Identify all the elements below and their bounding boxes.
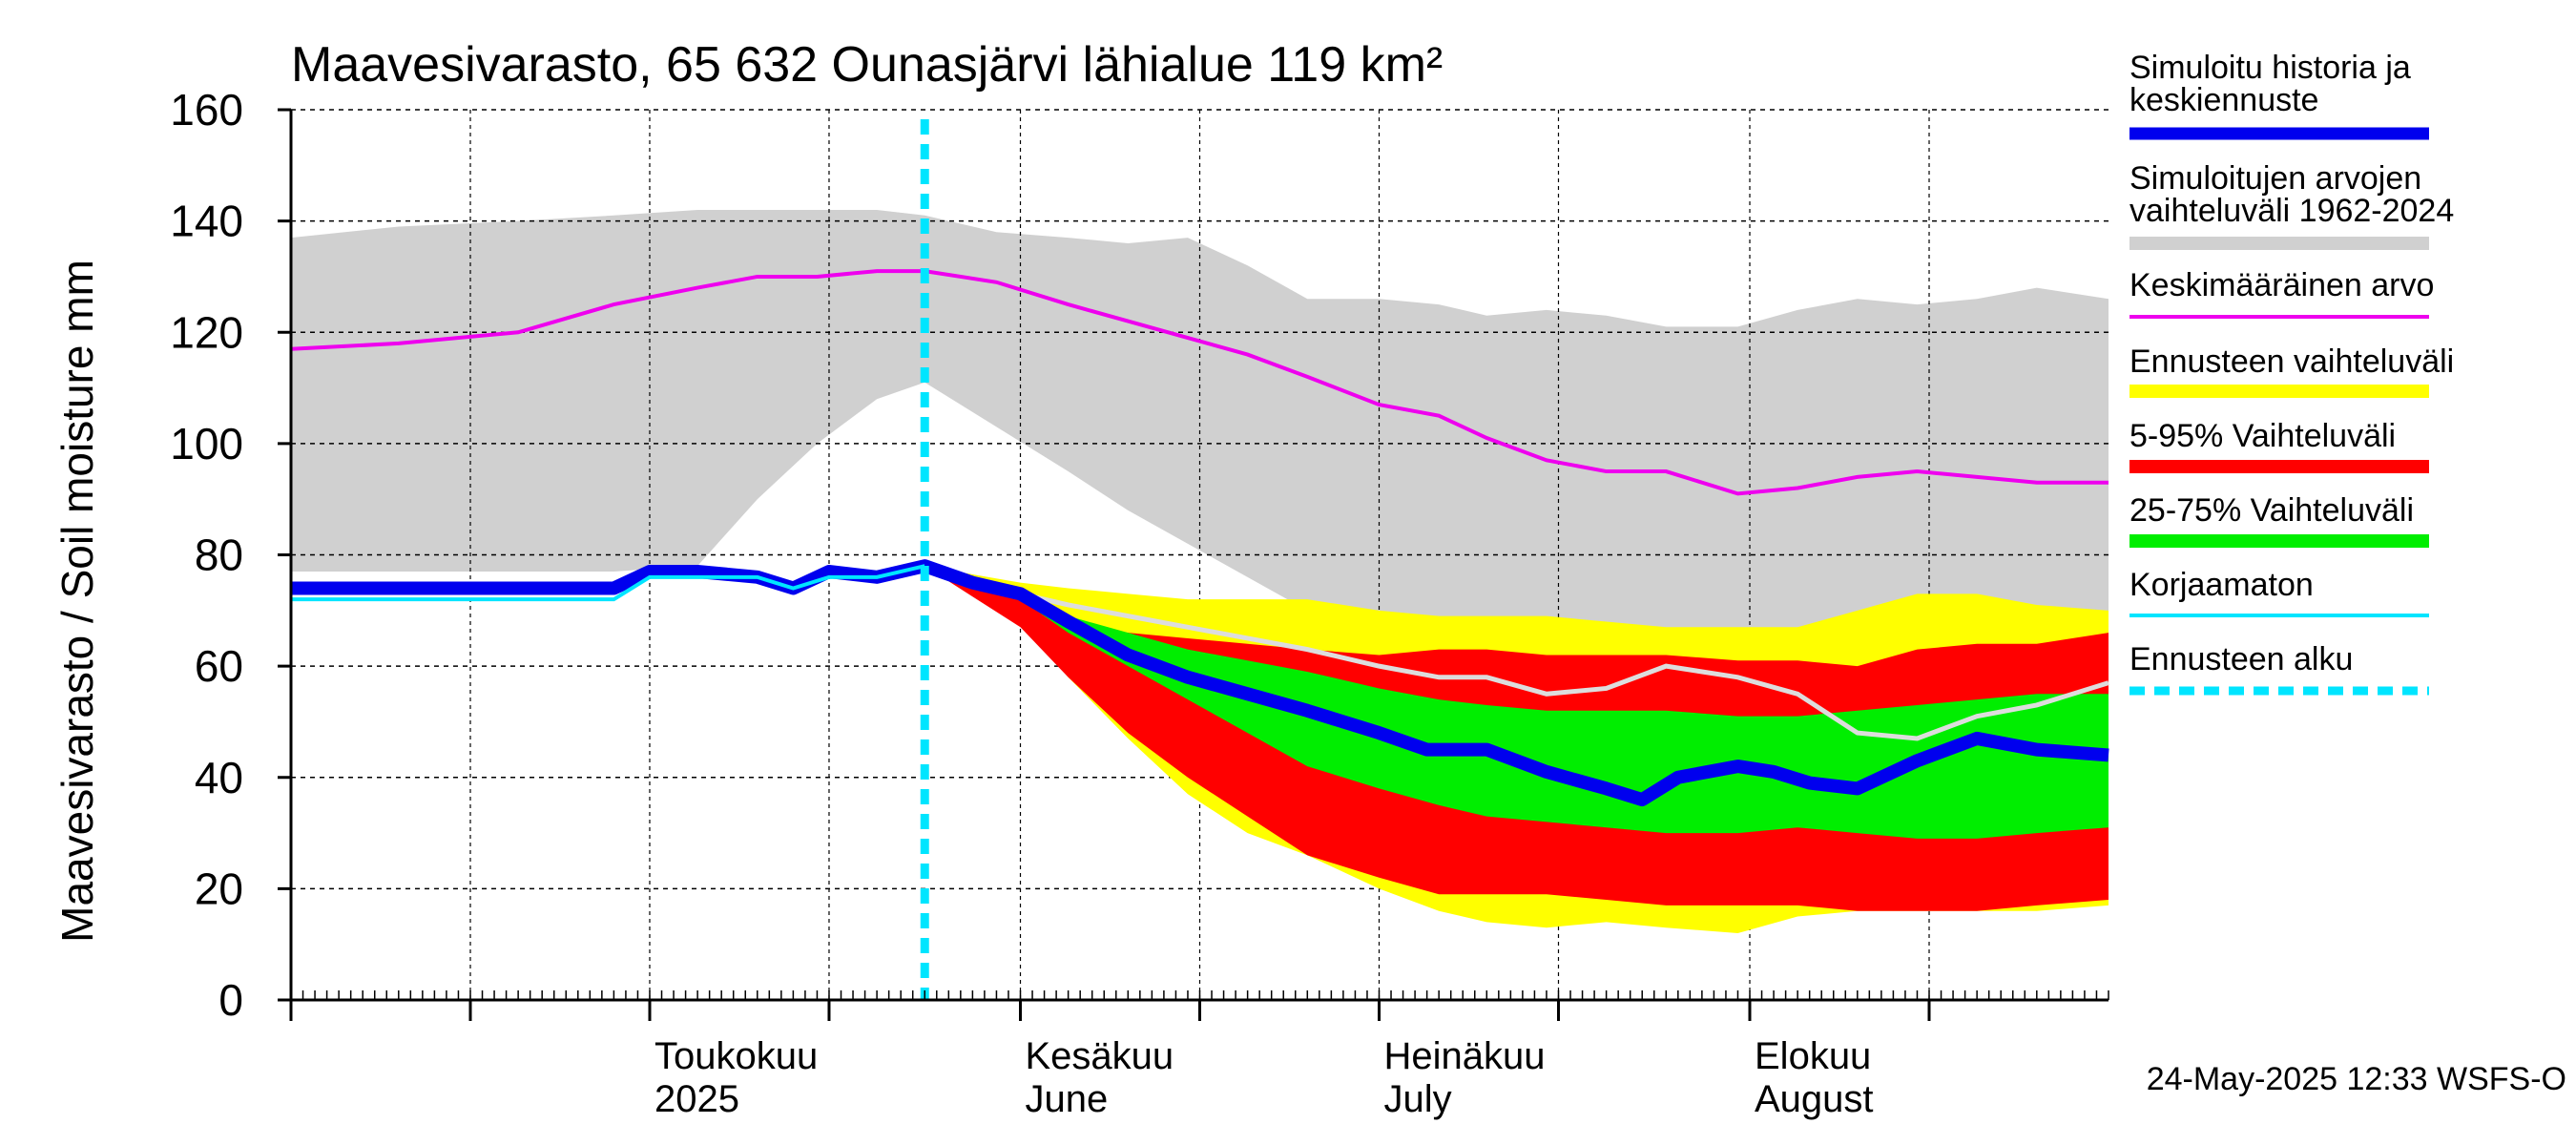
legend-label: Simuloitujen arvojen <box>2129 160 2421 197</box>
chart-title: Maavesivarasto, 65 632 Ounasjärvi lähial… <box>291 37 1443 93</box>
y-tick-label: 20 <box>195 864 243 913</box>
historical-range-band <box>291 209 2109 650</box>
x-month-label: Heinäkuu <box>1383 1035 1545 1077</box>
x-month-label: Elokuu <box>1755 1035 1871 1077</box>
legend-label: keskiennuste <box>2129 82 2318 118</box>
y-axis-label: Maavesivarasto / Soil moisture mm <box>52 260 102 943</box>
y-tick-label: 60 <box>195 641 243 691</box>
y-tick-label: 40 <box>195 753 243 802</box>
x-month-sublabel: June <box>1026 1078 1109 1120</box>
y-tick-label: 120 <box>170 307 243 357</box>
y-tick-label: 100 <box>170 419 243 468</box>
y-ticks-layer: 0 20 40 60 80 100 120 140 160 <box>170 85 291 1025</box>
y-tick-label: 80 <box>195 531 243 580</box>
ensemble-member-line <box>924 563 2109 741</box>
x-month-label: Kesäkuu <box>1026 1035 1174 1077</box>
legend-label: 25-75% Vaihteluväli <box>2129 492 2414 529</box>
x-month-sublabel: 2025 <box>654 1078 739 1120</box>
series-lines-layer <box>290 119 2109 1000</box>
y-tick-label: 0 <box>218 975 243 1025</box>
legend-label: Keskimääräinen arvo <box>2129 267 2434 303</box>
y-tick-label: 140 <box>170 197 243 246</box>
x-month-sublabel: August <box>1755 1078 1874 1120</box>
uncorrected-line <box>291 564 925 602</box>
timestamp-label: 24-May-2025 12:33 WSFS-O <box>2147 1061 2566 1097</box>
legend-label: 5-95% Vaihteluväli <box>2129 418 2396 454</box>
y-tick-label: 160 <box>170 85 243 135</box>
legend-label: vaihteluväli 1962-2024 <box>2129 193 2454 229</box>
legend-label: Simuloitu historia ja <box>2129 50 2411 86</box>
forecast-bands-layer <box>924 566 2109 934</box>
legend-label: Korjaamaton <box>2129 567 2314 603</box>
p25-75-band <box>924 566 2109 839</box>
legend-label: Ennusteen vaihteluväli <box>2129 344 2454 380</box>
mean-line <box>290 269 2109 496</box>
simulated-history-line <box>291 559 2109 807</box>
x-month-label: Toukokuu <box>654 1035 818 1077</box>
x-month-sublabel: July <box>1383 1078 1451 1120</box>
historical-range-band-layer <box>291 209 2109 650</box>
legend-label: Ennusteen alku <box>2129 641 2353 677</box>
